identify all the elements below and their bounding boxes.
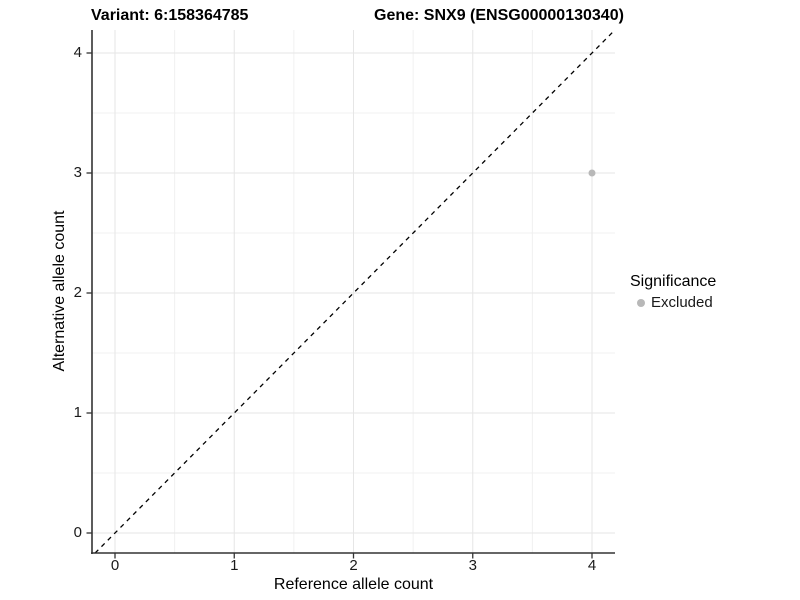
y-tick-label: 4 bbox=[73, 44, 82, 61]
legend-entry-label: Excluded bbox=[651, 294, 713, 311]
x-tick-label: 4 bbox=[587, 557, 597, 574]
y-tick-label: 1 bbox=[73, 404, 82, 421]
data-point bbox=[588, 169, 596, 177]
y-tick-label: 0 bbox=[73, 524, 82, 541]
legend-title: Significance bbox=[630, 273, 717, 290]
y-tick-label: 2 bbox=[73, 284, 82, 301]
excluded-point-icon bbox=[637, 298, 645, 307]
x-tick-label: 3 bbox=[468, 557, 477, 574]
x-tick-label: 1 bbox=[230, 557, 239, 574]
legend-entry-excluded: Excluded bbox=[637, 294, 716, 311]
x-tick-label: 2 bbox=[349, 557, 358, 574]
gene-title: Gene: SNX9 (ENSG00000130340) bbox=[374, 7, 624, 24]
x-tick-label: 0 bbox=[110, 557, 120, 574]
y-tick-label: 3 bbox=[73, 164, 82, 181]
y-axis-title: Alternative allele count bbox=[51, 210, 68, 372]
legend: Significance Excluded bbox=[630, 272, 716, 311]
reference-line bbox=[94, 29, 616, 554]
variant-title: Variant: 6:158364785 bbox=[91, 7, 249, 24]
x-axis-title: Reference allele count bbox=[273, 576, 434, 593]
